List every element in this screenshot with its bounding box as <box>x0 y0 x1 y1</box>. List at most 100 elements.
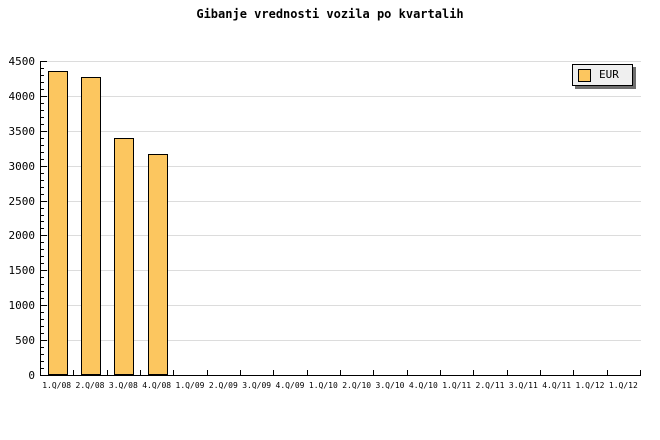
gridline <box>41 235 641 236</box>
y-axis-tick <box>41 221 44 222</box>
gridline <box>41 166 641 167</box>
y-axis-tick <box>41 347 44 348</box>
y-axis-tick <box>41 305 47 306</box>
bar-4.Q/08 <box>148 154 168 375</box>
bar-1.Q/08 <box>48 71 68 375</box>
y-axis-tick <box>41 96 47 97</box>
y-axis-label: 1000 <box>8 299 36 313</box>
x-axis-label: 2.Q/11 <box>475 381 505 390</box>
x-axis-label: 1.Q/08 <box>42 381 72 390</box>
y-axis-tick <box>41 333 44 334</box>
y-axis-tick <box>41 75 44 76</box>
x-axis-tick <box>73 370 74 375</box>
y-axis-tick <box>41 145 44 146</box>
y-axis-tick <box>41 124 44 125</box>
x-axis-tick <box>507 370 508 375</box>
bar-2.Q/08 <box>81 77 101 375</box>
y-axis-tick <box>41 361 44 362</box>
y-axis-tick <box>41 173 44 174</box>
y-axis-tick <box>41 368 44 369</box>
y-axis-tick <box>41 103 44 104</box>
x-axis-tick <box>273 370 274 375</box>
y-axis-tick <box>41 354 44 355</box>
y-axis-tick <box>41 61 47 62</box>
x-axis-label: 1.Q/12 <box>608 381 638 390</box>
y-axis-label: 3500 <box>8 124 36 138</box>
y-axis-tick <box>41 152 44 153</box>
y-axis-tick <box>41 131 47 132</box>
y-axis-tick <box>41 215 44 216</box>
plot-area <box>40 61 641 376</box>
y-axis-tick <box>41 187 44 188</box>
y-axis-tick <box>41 277 44 278</box>
x-axis-tick <box>140 370 141 375</box>
y-axis-tick <box>41 340 47 341</box>
x-axis-label: 3.Q/08 <box>108 381 138 390</box>
x-axis-tick <box>173 370 174 375</box>
x-axis-tick <box>440 370 441 375</box>
y-axis-label: 4000 <box>8 89 36 103</box>
x-axis-tick <box>640 370 641 375</box>
y-axis-label: 500 <box>15 334 35 348</box>
gridline <box>41 340 641 341</box>
x-axis-label: 4.Q/09 <box>275 381 305 390</box>
x-axis-label: 1.Q/11 <box>442 381 472 390</box>
y-axis-tick <box>41 138 44 139</box>
y-axis-tick <box>41 326 44 327</box>
y-axis-tick <box>41 159 44 160</box>
y-axis-label: 1500 <box>8 264 36 278</box>
y-axis-tick <box>41 319 44 320</box>
legend: EUR <box>572 64 633 86</box>
y-axis-label: 3000 <box>8 159 36 173</box>
x-axis-tick <box>607 370 608 375</box>
bar-3.Q/08 <box>114 138 134 375</box>
x-axis-label: 2.Q/08 <box>75 381 105 390</box>
x-axis-label: 3.Q/10 <box>375 381 405 390</box>
y-axis-tick <box>41 312 44 313</box>
y-axis-tick <box>41 194 44 195</box>
y-axis-tick <box>41 89 44 90</box>
y-axis-tick <box>41 117 44 118</box>
legend-swatch-icon <box>578 68 591 82</box>
x-axis-tick <box>207 370 208 375</box>
x-axis-label: 1.Q/10 <box>308 381 338 390</box>
x-axis-tick <box>340 370 341 375</box>
y-axis-tick <box>41 270 47 271</box>
gridline <box>41 61 641 62</box>
y-axis-tick <box>41 82 44 83</box>
x-axis-label: 2.Q/10 <box>342 381 372 390</box>
y-axis-tick <box>41 201 47 202</box>
y-axis-label: 2500 <box>8 194 36 208</box>
x-axis-tick <box>373 370 374 375</box>
x-axis-tick <box>407 370 408 375</box>
gridline <box>41 131 641 132</box>
y-axis-tick <box>41 235 47 236</box>
x-axis-label: 3.Q/09 <box>242 381 272 390</box>
gridline <box>41 305 641 306</box>
y-axis-tick <box>41 298 44 299</box>
y-axis-tick <box>41 110 44 111</box>
x-axis-tick <box>307 370 308 375</box>
x-axis-label: 4.Q/11 <box>542 381 572 390</box>
x-axis-tick <box>107 370 108 375</box>
x-axis-tick <box>573 370 574 375</box>
y-axis-label: 2000 <box>8 229 36 243</box>
x-axis-tick <box>540 370 541 375</box>
y-axis-tick <box>41 291 44 292</box>
x-axis-label: 2.Q/09 <box>208 381 238 390</box>
y-axis-label: 0 <box>28 369 35 382</box>
x-axis-tick <box>473 370 474 375</box>
x-axis-label: 3.Q/11 <box>508 381 538 390</box>
x-axis-label: 1.Q/12 <box>575 381 605 390</box>
gridline <box>41 201 641 202</box>
y-axis-tick <box>41 242 44 243</box>
y-axis-tick <box>41 208 44 209</box>
y-axis-tick <box>41 180 44 181</box>
y-axis-tick <box>41 249 44 250</box>
x-axis-tick <box>240 370 241 375</box>
y-axis-tick <box>41 166 47 167</box>
y-axis-tick <box>41 256 44 257</box>
x-axis-label: 1.Q/09 <box>175 381 205 390</box>
gridline <box>41 270 641 271</box>
